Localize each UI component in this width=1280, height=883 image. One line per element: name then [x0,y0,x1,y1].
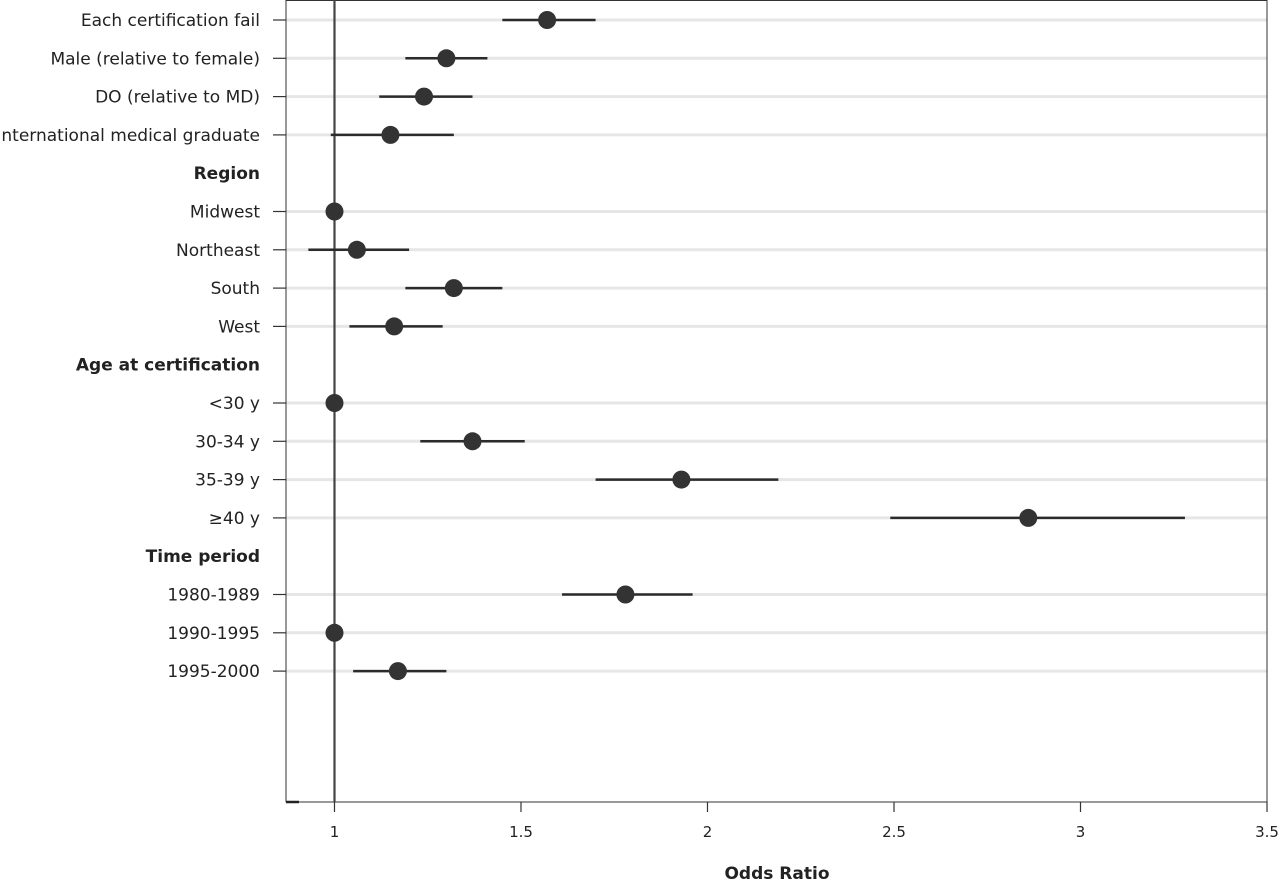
point-estimate [672,470,691,489]
x-tick-label: 3 [1076,823,1086,841]
x-tick-label: 1 [330,823,340,841]
point-estimate [325,394,344,412]
x-axis: 1 1.5 2 2.5 3 3.5 [273,19,1279,841]
point-estimates [325,11,1038,681]
row-label: ≥40 y [209,509,260,529]
point-estimate [616,585,635,604]
row-label: 1990-1995 [167,624,260,644]
confidence-intervals [308,18,1185,673]
row-label: 35-39 y [195,471,260,491]
row-label: Male (relative to female) [50,49,260,69]
point-estimate [415,87,434,106]
point-estimate [325,202,344,221]
point-estimate [381,125,400,144]
point-estimate [463,432,482,451]
plot-frame [285,0,1268,804]
row-label: Midwest [190,203,260,223]
row-label: West [218,317,260,337]
x-tick-label: 2.5 [882,823,906,841]
point-estimate [437,49,456,68]
group-label: Age at certification [76,356,260,376]
row-label: Northeast [176,241,260,261]
row-label: South [211,279,260,299]
point-estimate [1019,508,1038,527]
row-label: DO (relative to MD) [95,88,260,108]
point-estimate [388,662,407,681]
point-estimate [385,317,404,336]
x-tick-label: 3.5 [1255,823,1279,841]
grid-lines [286,18,1267,673]
point-estimate [347,240,366,259]
row-label: <30 y [209,394,260,414]
row-label: 1980-1989 [167,586,260,606]
group-label: Time period [146,547,260,567]
point-estimate [538,11,557,29]
y-axis-labels: Each certification fail Male (relative to… [0,11,260,682]
row-label: International medical graduate [0,126,260,146]
x-tick-label: 1.5 [509,823,533,841]
x-axis-title: Odds Ratio [724,864,829,883]
group-label: Region [194,164,260,184]
point-estimate [325,623,344,642]
row-label: 1995-2000 [167,662,260,682]
row-label: 30-34 y [195,432,260,452]
point-estimate [444,279,463,298]
x-tick-label: 2 [703,823,713,841]
row-label: Each certification fail [81,11,260,31]
